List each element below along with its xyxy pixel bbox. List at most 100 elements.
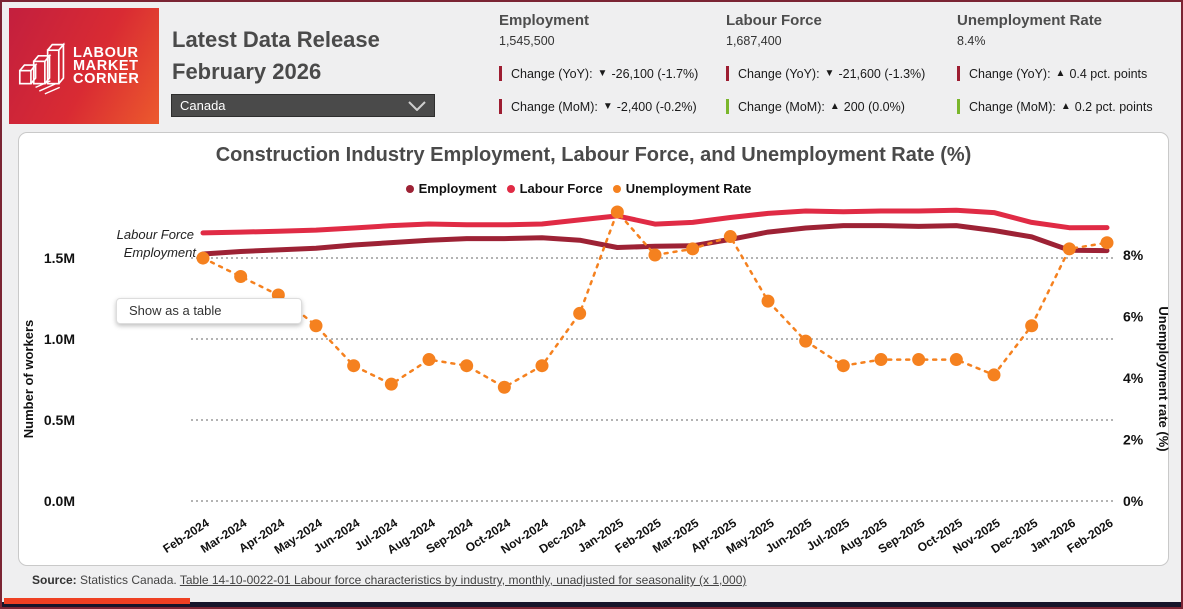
legend-item-unemployment-rate: Unemployment Rate [612, 181, 751, 196]
change-accent-bar [499, 66, 502, 81]
unemployment-rate-marker [648, 248, 662, 262]
left-axis-tick: 0.0M [44, 493, 75, 509]
chart-panel: 0.0M 0.5M 1.0M 1.5M 0% 2% 4% 6% 8% Feb-2024 Mar-20… [18, 132, 1170, 566]
employment-line [200, 223, 1110, 257]
left-axis-tick: 1.0M [44, 331, 75, 347]
source-line: Source: Statistics Canada. Table 14-10-0… [32, 573, 746, 587]
stat-change-yoy: Change (YoY): ▲ 0.4 pct. points [957, 66, 1183, 81]
stat-value: 1,687,400 [726, 34, 782, 48]
region-select-value: Canada [180, 98, 226, 113]
stat-unemployment-rate: Unemployment Rate 8.4% Change (YoY): ▲ 0… [957, 12, 1183, 114]
chart-legend: Employment Labour Force Unemployment Rat… [19, 181, 1138, 196]
change-label: Change (YoY): [738, 66, 820, 81]
unemployment-rate-marker [761, 294, 775, 308]
stat-label: Employment [499, 12, 590, 29]
up-arrow-icon: ▲ [829, 101, 840, 112]
unemployment-rate-marker [610, 205, 624, 219]
logo: LABOUR MARKET CORNER [9, 8, 159, 124]
change-value: -2,400 (-0.2%) [616, 99, 697, 114]
unemployment-rate-marker [799, 334, 813, 348]
stat-change-mom: Change (MoM): ▲ 0.2 pct. points [957, 99, 1183, 114]
show-as-table-button[interactable]: Show as a table [116, 298, 302, 324]
stat-value: 1,545,500 [499, 34, 555, 48]
stat-label: Unemployment Rate [957, 12, 1103, 29]
stat-labour-force: Labour Force 1,687,400 Change (YoY): ▼ -… [726, 12, 957, 114]
left-axis-title: Number of workers [21, 320, 36, 438]
change-value: -21,600 (-1.3%) [838, 66, 926, 81]
unemployment-rate-marker [573, 306, 587, 320]
chart-plot: 0.0M0.5M1.0M1.5M0%2%4%6%8%Feb-2024Mar-20… [21, 205, 1170, 557]
change-label: Change (MoM): [969, 99, 1056, 114]
unemployment-rate-marker [347, 359, 361, 373]
source-text: Statistics Canada. [76, 573, 180, 587]
stat-employment: Employment 1,545,500 Change (YoY): ▼ -26… [499, 12, 726, 114]
legend-item-employment: Employment [405, 181, 497, 196]
footer-dark-bar [2, 602, 1181, 607]
right-axis-tick: 2% [1123, 432, 1144, 448]
change-accent-bar [499, 99, 502, 114]
change-label: Change (YoY): [511, 66, 593, 81]
chevron-down-icon [408, 100, 426, 111]
legend-dot [612, 184, 621, 193]
left-axis-tick: 1.5M [44, 250, 75, 266]
change-value: 0.2 pct. points [1074, 99, 1153, 114]
legend-item-labour-force: Labour Force [506, 181, 603, 196]
source-link[interactable]: Table 14-10-0022-01 Labour force charact… [179, 573, 747, 587]
logo-text: LABOUR MARKET CORNER [73, 44, 140, 87]
right-axis-tick: 6% [1123, 309, 1144, 325]
unemployment-rate-marker [422, 353, 436, 367]
stat-value: 8.4% [957, 34, 986, 48]
unemployment-rate-line [201, 210, 1109, 389]
employment-annotation: Employment [123, 245, 196, 260]
unemployment-rate-marker [1100, 236, 1114, 250]
unemployment-rate-marker [535, 359, 549, 373]
unemployment-rate-marker [723, 230, 737, 244]
change-accent-bar [957, 99, 960, 114]
unemployment-rate-marker [460, 359, 474, 373]
unemployment-rate-marker [384, 377, 398, 391]
unemployment-rate-marker [874, 353, 888, 367]
unemployment-rate-marker [497, 380, 511, 394]
unemployment-rate-marker [1025, 319, 1039, 333]
change-accent-bar [726, 99, 729, 114]
stat-change-yoy: Change (YoY): ▼ -21,600 (-1.3%) [726, 66, 957, 81]
stat-change-mom: Change (MoM): ▼ -2,400 (-0.2%) [499, 99, 726, 114]
stat-change-mom: Change (MoM): ▲ 200 (0.0%) [726, 99, 957, 114]
up-arrow-icon: ▲ [1060, 101, 1071, 112]
stat-label: Labour Force [726, 12, 822, 29]
bar-chart-logo-icon [18, 42, 66, 95]
unemployment-rate-marker [234, 270, 248, 284]
source-label: Source: [32, 573, 77, 587]
unemployment-rate-marker [196, 251, 210, 265]
change-value: 200 (0.0%) [843, 99, 905, 114]
unemployment-rate-marker [912, 353, 926, 367]
change-value: 0.4 pct. points [1069, 66, 1148, 81]
right-axis-tick: 8% [1123, 247, 1144, 263]
down-arrow-icon: ▼ [824, 68, 835, 79]
region-select[interactable]: Canada [171, 94, 435, 117]
labour-force-annotation: Labour Force [116, 227, 194, 242]
right-axis-title: Unemployment rate (%) [1156, 306, 1170, 451]
stats-summary: Employment 1,545,500 Change (YoY): ▼ -26… [499, 12, 1183, 114]
unemployment-rate-marker [686, 242, 700, 256]
unemployment-rate-marker [949, 353, 963, 367]
right-axis-tick: 4% [1123, 370, 1144, 386]
right-axis-tick: 0% [1123, 493, 1144, 509]
unemployment-rate-marker [836, 359, 850, 373]
footer-red-bar [4, 598, 190, 604]
page-title: Latest Data Release February 2026 [172, 27, 380, 84]
down-arrow-icon: ▼ [597, 68, 608, 79]
unemployment-rate-marker [309, 319, 323, 333]
change-accent-bar [957, 66, 960, 81]
unemployment-rate-marker [1062, 242, 1076, 256]
labour-force-line [200, 207, 1110, 236]
unemployment-rate-marker [987, 368, 1001, 382]
up-arrow-icon: ▲ [1055, 68, 1066, 79]
legend-dot [405, 184, 414, 193]
change-label: Change (MoM): [738, 99, 825, 114]
change-label: Change (YoY): [969, 66, 1051, 81]
down-arrow-icon: ▼ [602, 101, 613, 112]
chart-title: Construction Industry Employment, Labour… [215, 144, 972, 166]
change-value: -26,100 (-1.7%) [611, 66, 699, 81]
